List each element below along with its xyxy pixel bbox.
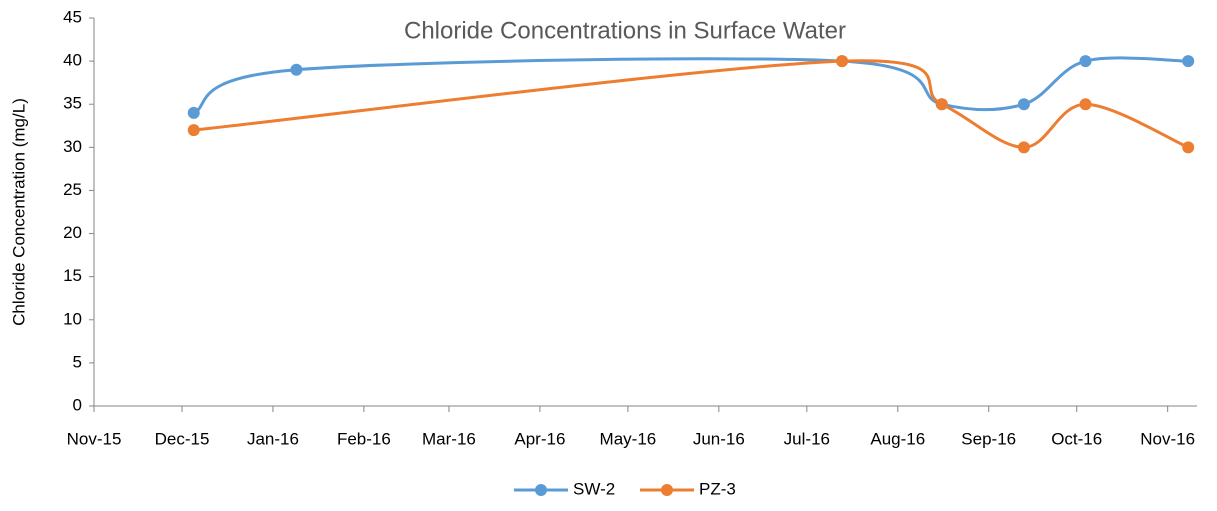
- x-tick-label: Jan-16: [247, 429, 299, 448]
- x-tick-label: Nov-15: [67, 429, 122, 448]
- legend-marker: [535, 484, 547, 496]
- y-tick-label: 15: [63, 266, 82, 285]
- series-line: [193, 59, 1189, 149]
- x-tick-label: Apr-16: [514, 429, 565, 448]
- data-point: [1182, 141, 1195, 154]
- x-tick-label: Jul-16: [784, 429, 830, 448]
- data-point: [187, 106, 200, 119]
- x-tick-label: Feb-16: [337, 429, 391, 448]
- data-point: [1079, 98, 1092, 111]
- chart-title: Chloride Concentrations in Surface Water: [404, 17, 846, 44]
- y-tick-label: 20: [63, 223, 82, 242]
- data-point: [1079, 55, 1092, 68]
- legend-marker: [661, 484, 673, 496]
- y-axis-label: Chloride Concentration (mg/L): [9, 98, 28, 326]
- data-point: [187, 124, 200, 137]
- legend-label: PZ-3: [699, 479, 736, 498]
- data-point: [836, 55, 849, 68]
- x-tick-label: Mar-16: [422, 429, 476, 448]
- data-point: [1017, 141, 1030, 154]
- x-tick-label: Dec-15: [155, 429, 210, 448]
- x-tick-label: Nov-16: [1140, 429, 1195, 448]
- y-tick-label: 40: [63, 51, 82, 70]
- legend-label: SW-2: [573, 479, 615, 498]
- x-tick-label: Aug-16: [870, 429, 925, 448]
- x-tick-label: Sep-16: [961, 429, 1016, 448]
- data-point: [1182, 55, 1195, 68]
- y-tick-label: 25: [63, 180, 82, 199]
- data-point: [1017, 98, 1030, 111]
- data-point: [935, 98, 948, 111]
- y-tick-label: 0: [73, 395, 82, 414]
- y-tick-label: 5: [73, 352, 82, 371]
- y-tick-label: 35: [63, 94, 82, 113]
- data-point: [290, 63, 303, 76]
- y-tick-label: 45: [63, 7, 82, 26]
- x-tick-label: Jun-16: [693, 429, 745, 448]
- series-line: [193, 56, 1189, 115]
- y-tick-label: 30: [63, 137, 82, 156]
- x-tick-label: May-16: [600, 429, 657, 448]
- y-tick-label: 10: [63, 309, 82, 328]
- x-tick-label: Oct-16: [1051, 429, 1102, 448]
